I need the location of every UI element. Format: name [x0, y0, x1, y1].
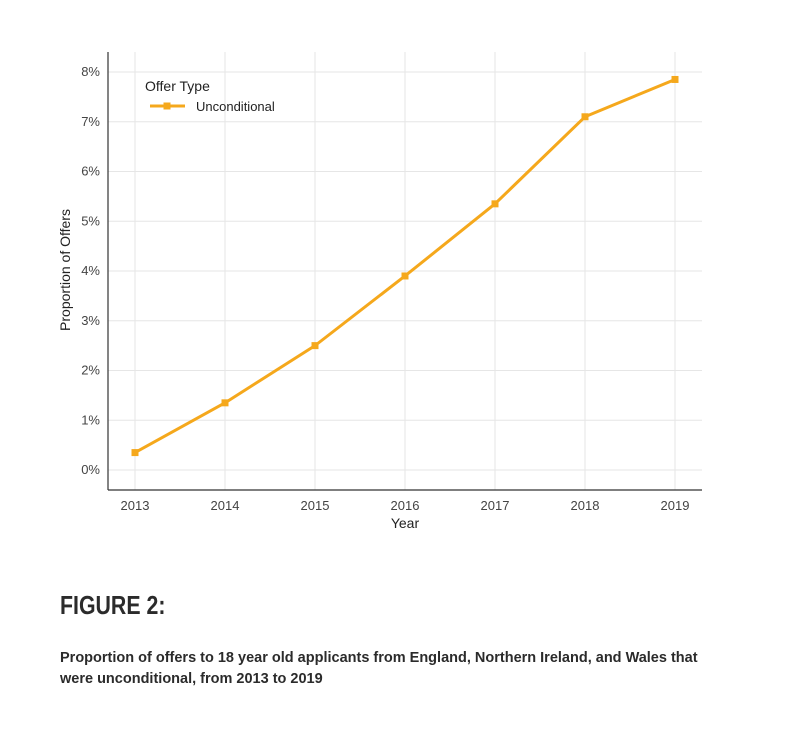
legend: Offer Type Unconditional: [145, 78, 275, 114]
legend-swatch-marker: [163, 102, 171, 110]
x-tick-label: 2014: [211, 498, 240, 513]
y-tick-label: 8%: [81, 64, 100, 79]
data-points: [131, 75, 679, 457]
y-tick-label: 6%: [81, 164, 100, 179]
x-tick-label: 2019: [661, 498, 690, 513]
y-tick-label: 5%: [81, 213, 100, 228]
figure-heading: FIGURE 2:: [60, 590, 166, 620]
x-tick-label: 2018: [571, 498, 600, 513]
data-point: [131, 449, 139, 457]
x-tick-label: 2016: [391, 498, 420, 513]
data-point: [401, 272, 409, 280]
line-chart: 0%1%2%3%4%5%6%7%8% 2013 2014 2015 2016 2017 2…: [57, 52, 702, 531]
y-tick-label: 3%: [81, 313, 100, 328]
y-tick-label: 1%: [81, 412, 100, 427]
grid-lines: [108, 52, 702, 490]
x-tick-label: 2013: [121, 498, 150, 513]
x-tick-label: 2015: [301, 498, 330, 513]
x-tick-labels: 2013 2014 2015 2016 2017 2018 2019: [121, 498, 690, 513]
y-tick-label: 0%: [81, 462, 100, 477]
data-point: [581, 113, 589, 121]
figure-caption: Proportion of offers to 18 year old appl…: [60, 650, 698, 687]
y-tick-label: 4%: [81, 263, 100, 278]
x-axis-title: Year: [391, 515, 420, 531]
legend-label-unconditional: Unconditional: [196, 99, 275, 114]
data-point: [671, 75, 679, 83]
data-point: [311, 342, 319, 350]
y-tick-label: 7%: [81, 114, 100, 129]
data-point: [221, 399, 229, 407]
axes: [107, 52, 702, 491]
legend-title: Offer Type: [145, 78, 210, 94]
data-point: [491, 200, 499, 208]
y-axis-title: Proportion of Offers: [57, 209, 73, 331]
y-tick-labels: 0% 1% 2% 3% 4% 5% 6% 7% 8%: [81, 64, 100, 477]
y-tick-label: 2%: [81, 363, 100, 378]
x-tick-label: 2017: [481, 498, 510, 513]
